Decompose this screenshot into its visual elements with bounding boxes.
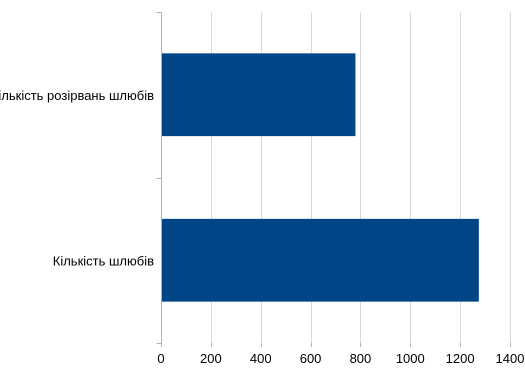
x-tick-label: 1200 xyxy=(446,351,475,366)
x-tick-label: 0 xyxy=(157,351,164,366)
axes xyxy=(156,12,511,347)
bar xyxy=(162,218,479,302)
x-tick-label: 600 xyxy=(300,351,322,366)
x-tick-labels: 0 200 400 600 800 1000 1200 1400 xyxy=(157,351,524,366)
x-tick-label: 1000 xyxy=(396,351,425,366)
category-label: Кількість шлюбів xyxy=(53,253,154,268)
x-tick-label: 1400 xyxy=(496,351,525,366)
x-tick-label: 200 xyxy=(200,351,222,366)
bars xyxy=(162,53,479,302)
category-label: Кількість розірвань шлюбів xyxy=(0,88,154,103)
bar xyxy=(162,53,356,137)
x-tick-label: 400 xyxy=(250,351,272,366)
x-tick-label: 800 xyxy=(350,351,372,366)
category-labels: Кількість розірвань шлюбів Кількість шлюб… xyxy=(0,88,154,269)
